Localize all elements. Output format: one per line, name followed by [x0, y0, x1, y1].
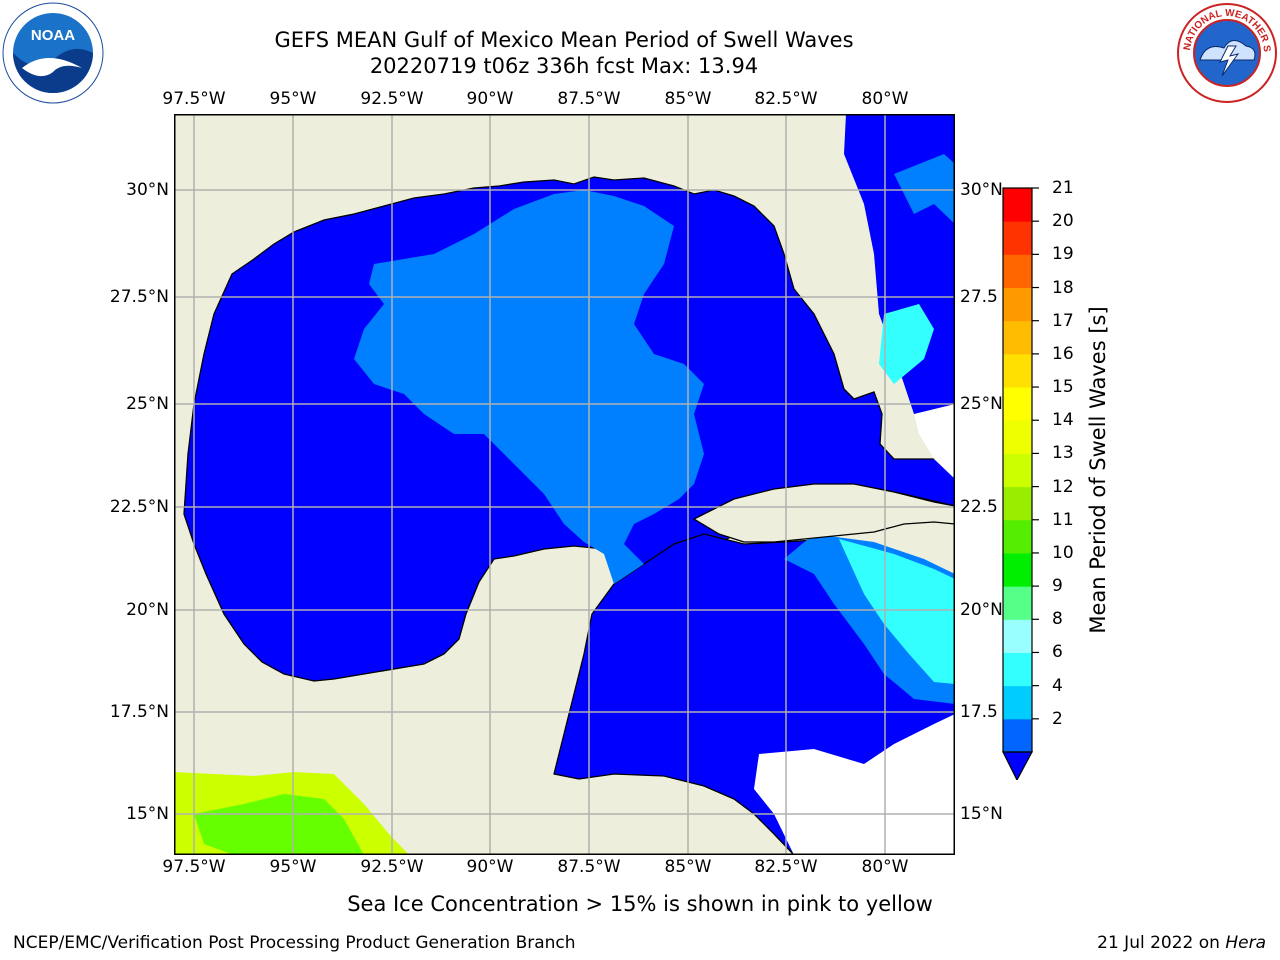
colorbar-tick-label: 17: [1052, 310, 1074, 331]
colorbar-tick-label: 18: [1052, 277, 1074, 298]
lon-tick-top: 85°W: [664, 89, 712, 109]
credit-left: NCEP/EMC/Verification Post Processing Pr…: [13, 933, 576, 953]
atlantic-water-mid-period: [894, 154, 955, 224]
colorbar-cell: [1003, 287, 1032, 322]
chart-title: GEFS MEAN Gulf of Mexico Mean Period of …: [274, 28, 854, 52]
colorbar-tick-label: 10: [1052, 542, 1074, 563]
colorbar-cell: [1003, 586, 1032, 620]
lat-tick-left: 15°N: [126, 804, 169, 824]
credit-right: 21 Jul 2022 on Hera: [1097, 933, 1266, 953]
colorbar-extend-arrow: [1002, 751, 1034, 780]
colorbar-tick-label: 14: [1052, 410, 1074, 431]
colorbar-tick-label: 16: [1052, 343, 1074, 364]
svg-text:NOAA: NOAA: [31, 27, 75, 44]
colorbar-cell: [1003, 718, 1032, 753]
cuba-land: [692, 483, 955, 543]
colorbar-tick-label: 12: [1052, 476, 1074, 497]
colorbar-cell: [1003, 519, 1032, 554]
atlantic-water-high-period: [879, 304, 934, 384]
lon-tick-top: 92.5°W: [360, 89, 424, 109]
lon-tick-bottom: 87.5°W: [557, 857, 621, 877]
colorbar-tick-label: 20: [1052, 211, 1074, 232]
colorbar-cell: [1003, 254, 1032, 289]
lon-tick-bottom: 82.5°W: [754, 857, 818, 877]
lat-tick-left: 25°N: [126, 394, 169, 414]
sea-ice-footnote: Sea Ice Concentration > 15% is shown in …: [347, 892, 933, 916]
colorbar-tick-label: 8: [1052, 609, 1063, 630]
lat-tick-right: 27.5: [960, 287, 998, 307]
colorbar-cell: [1003, 619, 1032, 653]
chart-subtitle: 20220719 t06z 336h fcst Max: 13.94: [369, 54, 759, 78]
colorbar-cell: [1003, 320, 1032, 355]
missing-data-area: [914, 404, 955, 479]
colorbar-cell: [1003, 387, 1032, 421]
credit-host: Hera: [1225, 933, 1266, 953]
lon-tick-top: 87.5°W: [557, 89, 621, 109]
colorbar-cell: [1003, 486, 1032, 521]
colorbar-tick-label: 2: [1052, 708, 1063, 729]
lat-tick-right: 17.5: [960, 702, 998, 722]
colorbar-cell: [1003, 685, 1032, 720]
lat-tick-left: 30°N: [126, 180, 169, 200]
colorbar-tick-label: 15: [1052, 377, 1074, 398]
caribbean-water-high-period: [839, 539, 955, 684]
colorbar-tick-label: 21: [1052, 178, 1074, 198]
nws-logo: NATIONAL WEATHER SERVICE: [1176, 2, 1277, 103]
lon-tick-top: 90°W: [466, 89, 514, 109]
lat-tick-right: 15°N: [960, 804, 1003, 824]
colorbar-tick-label: 11: [1052, 509, 1074, 530]
colorbar-cell: [1003, 552, 1032, 587]
colorbar-cell: [1003, 221, 1032, 255]
lat-tick-left: 20°N: [126, 600, 169, 620]
lon-tick-bottom: 97.5°W: [162, 857, 226, 877]
lon-tick-bottom: 80°W: [861, 857, 909, 877]
lat-tick-left: 17.5°N: [109, 702, 169, 722]
colorbar: [1002, 187, 1039, 780]
graticule: [174, 114, 955, 855]
colorbar-cell: [1003, 453, 1032, 488]
lon-tick-top: 95°W: [269, 89, 317, 109]
colorbar-tick-label: 19: [1052, 244, 1074, 265]
lon-tick-bottom: 92.5°W: [360, 857, 424, 877]
lat-tick-left: 22.5°N: [109, 497, 169, 517]
lat-tick-right: 20°N: [960, 600, 1003, 620]
colorbar-tick-label: 13: [1052, 443, 1074, 464]
colorbar-tick-label: 6: [1052, 642, 1063, 663]
colorbar-tick-label: 4: [1052, 675, 1063, 696]
map-frame: [174, 114, 955, 855]
credit-date: 21 Jul 2022 on: [1097, 933, 1226, 953]
gulf-water-mid-period: [354, 190, 704, 584]
swell-period-map: [174, 114, 955, 855]
colorbar-frame: [1002, 187, 1033, 753]
lon-tick-bottom: 90°W: [466, 857, 514, 877]
lon-tick-bottom: 85°W: [664, 857, 712, 877]
colorbar-label: Mean Period of Swell Waves [s]: [1086, 306, 1110, 634]
colorbar-cell: [1003, 353, 1032, 388]
colorbar-tick-label: 9: [1052, 576, 1063, 597]
missing-data-area: [754, 714, 955, 855]
colorbar-cell: [1003, 420, 1032, 454]
noaa-logo: NOAA: [2, 2, 104, 104]
lat-tick-right: 22.5: [960, 497, 998, 517]
lon-tick-top: 82.5°W: [754, 89, 818, 109]
lon-tick-top: 97.5°W: [162, 89, 226, 109]
lat-tick-left: 27.5°N: [109, 287, 169, 307]
colorbar-cell: [1003, 188, 1032, 222]
pacific-water-green: [194, 794, 364, 855]
colorbar-cell: [1003, 652, 1032, 687]
lon-tick-top: 80°W: [861, 89, 909, 109]
lon-tick-bottom: 95°W: [269, 857, 317, 877]
lat-tick-right: 30°N: [960, 180, 1003, 200]
lat-tick-right: 25°N: [960, 394, 1003, 414]
